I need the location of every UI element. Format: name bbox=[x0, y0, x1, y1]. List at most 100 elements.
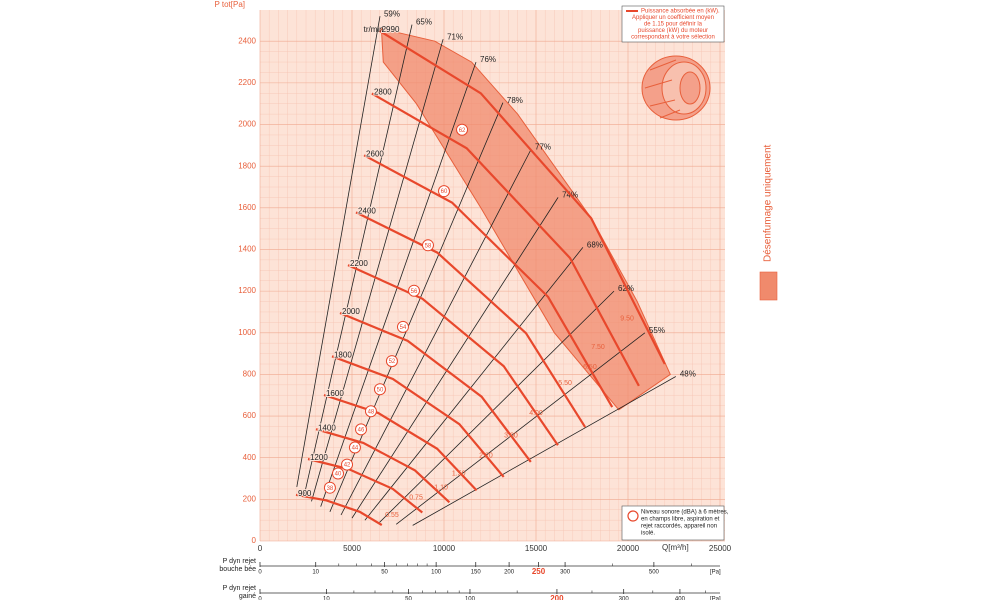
y-tick-label: 0 bbox=[252, 536, 257, 545]
scale-tick-label: 50 bbox=[381, 570, 388, 576]
noise-marker bbox=[373, 383, 386, 396]
efficiency-label: 59% bbox=[384, 9, 400, 18]
x-tick-label: 10000 bbox=[433, 544, 456, 553]
scale-tick-label: 250 bbox=[532, 567, 546, 576]
noise-label: 46 bbox=[358, 427, 365, 433]
x-tick-label: 0 bbox=[258, 544, 263, 553]
power-label: 2.20 bbox=[479, 452, 493, 459]
power-legend-text: Puissance absorbée en (kW). bbox=[641, 9, 720, 15]
speed-curve bbox=[295, 493, 383, 526]
speed-curve bbox=[331, 355, 505, 478]
speed-label: 1600 bbox=[326, 389, 344, 398]
efficiency-label: 76% bbox=[480, 55, 496, 64]
power-label: 1.50 bbox=[452, 470, 466, 477]
power-label: 3.00 bbox=[504, 432, 518, 439]
scale-label: gainé bbox=[239, 593, 256, 600]
power-label: 6.50 bbox=[583, 364, 597, 371]
speed-curve bbox=[339, 311, 532, 463]
power-label: 0.75 bbox=[409, 495, 423, 502]
power-label: 1.10 bbox=[434, 485, 448, 492]
power-label: 7.50 bbox=[591, 344, 605, 351]
noise-legend-text: Niveau sonore (dBA) à 6 mètres, bbox=[641, 510, 729, 516]
scale-label: P dyn rejet bbox=[223, 558, 256, 565]
y-tick-label: 1800 bbox=[238, 161, 256, 170]
smoke-legend-label: Désenfumage uniquement bbox=[763, 144, 774, 262]
efficiency-line bbox=[379, 290, 615, 523]
noise-legend-box bbox=[621, 505, 725, 541]
y-tick-label: 1600 bbox=[238, 203, 256, 212]
y-tick-label: 1400 bbox=[238, 245, 256, 254]
power-label: 5.50 bbox=[558, 380, 572, 387]
noise-label: 48 bbox=[368, 409, 375, 415]
speed-curve bbox=[347, 264, 559, 446]
y-tick-label: 200 bbox=[243, 494, 257, 503]
scale-tick-label: 10 bbox=[323, 597, 330, 600]
x-tick-label: 15000 bbox=[525, 544, 548, 553]
x-tick-label: 5000 bbox=[343, 544, 361, 553]
scale-tick-label: 0 bbox=[258, 570, 262, 576]
scale-tick-label: 200 bbox=[504, 570, 515, 576]
speed-label: 1800 bbox=[334, 350, 352, 359]
speed-unit: tr/min bbox=[364, 25, 384, 34]
noise-marker bbox=[355, 423, 368, 436]
scale-label: bouche bée bbox=[219, 566, 256, 573]
noise-label: 54 bbox=[400, 325, 407, 331]
smoke-legend-swatch bbox=[759, 271, 778, 301]
efficiency-line bbox=[364, 247, 584, 521]
power-legend-text: puissance (kW) du moteur bbox=[638, 28, 708, 34]
noise-label: 52 bbox=[389, 359, 396, 365]
power-legend-text: de 1.15 pour définir la bbox=[644, 22, 703, 28]
speed-curve bbox=[315, 428, 451, 504]
speed-curve bbox=[355, 211, 587, 428]
x-tick-label: 20000 bbox=[617, 544, 640, 553]
y-tick-label: 1200 bbox=[238, 286, 256, 295]
scale-tick-label: 50 bbox=[405, 597, 412, 600]
scale-tick-label: 0 bbox=[258, 597, 262, 600]
noise-label: 50 bbox=[377, 387, 384, 393]
power-legend-box bbox=[621, 5, 725, 43]
efficiency-label: 77% bbox=[535, 143, 551, 152]
noise-marker bbox=[438, 185, 450, 198]
scale-tick-label: 400 bbox=[675, 597, 686, 600]
scale-unit: [Pa] bbox=[710, 597, 721, 600]
efficiency-line bbox=[311, 39, 444, 502]
noise-label: 44 bbox=[352, 446, 359, 452]
speed-label: 2000 bbox=[342, 307, 360, 316]
noise-legend-text: isolé. bbox=[641, 531, 655, 537]
efficiency-label: 71% bbox=[447, 32, 463, 41]
efficiency-line bbox=[303, 24, 413, 496]
efficiency-line bbox=[351, 197, 559, 519]
noise-legend-swatch bbox=[627, 510, 639, 522]
smoke-zone bbox=[380, 28, 671, 411]
noise-marker bbox=[385, 355, 398, 368]
speed-label: 1400 bbox=[318, 423, 336, 432]
noise-legend-text: rejet raccordés, appareil non bbox=[641, 524, 717, 530]
scale-tick-label: 150 bbox=[471, 570, 482, 576]
speed-label: 2600 bbox=[366, 149, 384, 158]
speed-label: 2800 bbox=[374, 88, 392, 97]
speed-label: 2990 bbox=[382, 25, 400, 34]
efficiency-label: 65% bbox=[416, 18, 432, 27]
noise-marker bbox=[421, 239, 434, 252]
speed-curve bbox=[379, 29, 666, 365]
scale-tick-label: 100 bbox=[465, 597, 476, 600]
power-legend-text: correspondant à votre sélection bbox=[631, 35, 715, 41]
efficiency-line bbox=[412, 376, 676, 526]
noise-label: 42 bbox=[344, 463, 351, 469]
speed-label: 900 bbox=[298, 489, 312, 498]
speed-curve bbox=[371, 92, 640, 387]
speed-curve bbox=[307, 457, 423, 514]
noise-label: 62 bbox=[459, 128, 466, 134]
efficiency-label: 48% bbox=[680, 370, 696, 379]
scale-tick-label: 200 bbox=[550, 594, 564, 600]
y-axis-label: P tot[Pa] bbox=[214, 0, 245, 9]
noise-marker bbox=[456, 123, 469, 136]
y-tick-label: 2200 bbox=[238, 78, 256, 87]
noise-label: 56 bbox=[411, 289, 418, 295]
efficiency-label: 55% bbox=[649, 326, 665, 335]
speed-label: 2200 bbox=[350, 259, 368, 268]
scale-label: P dyn rejet bbox=[223, 585, 256, 592]
noise-marker bbox=[364, 405, 377, 418]
y-tick-label: 2000 bbox=[238, 120, 256, 129]
